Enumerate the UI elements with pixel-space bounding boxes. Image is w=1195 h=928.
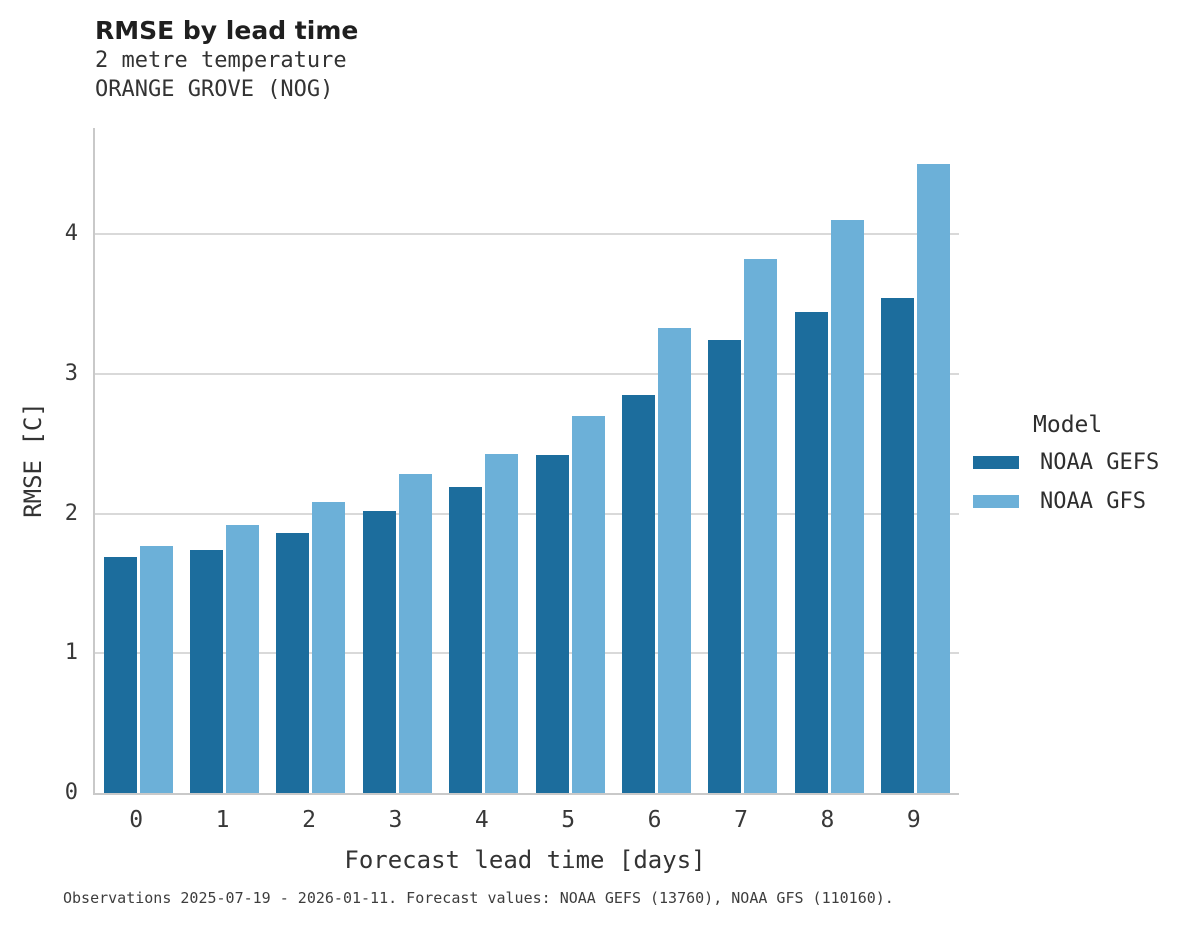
bar-noaa-gefs-7 — [708, 340, 742, 793]
bar-noaa-gfs-8 — [830, 220, 864, 793]
bar-group-2 — [268, 128, 354, 793]
chart-subtitle-station: ORANGE GROVE (NOG) — [95, 77, 334, 102]
x-tick-7: 7 — [734, 807, 748, 833]
bar-noaa-gfs-0 — [139, 545, 173, 793]
y-tick-3: 3 — [64, 360, 78, 386]
bar-noaa-gefs-2 — [276, 533, 310, 793]
gridline-y-4 — [95, 233, 959, 236]
bar-noaa-gefs-3 — [362, 510, 396, 793]
bar-noaa-gfs-1 — [226, 524, 260, 793]
bar-noaa-gfs-5 — [571, 415, 605, 793]
bar-noaa-gfs-3 — [398, 474, 432, 793]
bar-noaa-gefs-1 — [190, 549, 224, 793]
chart-header: RMSE by lead time 2 metre temperature OR… — [95, 16, 358, 104]
bar-noaa-gefs-6 — [622, 394, 656, 793]
bar-noaa-gefs-0 — [103, 556, 137, 793]
chart-title: RMSE by lead time — [95, 16, 359, 45]
bar-group-0 — [95, 128, 181, 793]
x-tick-9: 9 — [906, 807, 921, 833]
legend-item-noaa-gefs: NOAA GEFS — [973, 450, 1159, 475]
bar-noaa-gefs-5 — [535, 454, 569, 793]
x-tick-4: 4 — [474, 807, 489, 833]
x-tick-8: 8 — [820, 807, 835, 833]
bar-noaa-gfs-2 — [312, 502, 346, 793]
bar-noaa-gfs-4 — [485, 453, 519, 793]
legend-item-noaa-gfs: NOAA GFS — [973, 489, 1159, 514]
gridline-y-1 — [95, 652, 959, 655]
bar-group-5 — [527, 128, 613, 793]
gridline-y-2 — [95, 512, 959, 515]
x-tick-5: 5 — [561, 807, 576, 833]
y-tick-0: 0 — [64, 780, 78, 805]
legend-swatch-noaa-gfs — [973, 495, 1019, 508]
y-tick-1: 1 — [64, 640, 78, 666]
x-tick-0: 0 — [129, 807, 144, 833]
bar-group-9 — [873, 128, 959, 793]
bar-noaa-gfs-6 — [658, 327, 692, 793]
x-tick-2: 2 — [302, 807, 316, 833]
bar-noaa-gefs-8 — [794, 312, 828, 793]
legend: Model NOAA GEFS NOAA GFS — [973, 412, 1159, 528]
legend-swatch-noaa-gefs — [973, 456, 1019, 469]
footer-caption: Observations 2025-07-19 - 2026-01-11. Fo… — [63, 889, 894, 907]
bar-noaa-gefs-4 — [449, 487, 483, 793]
bar-noaa-gefs-9 — [881, 298, 915, 793]
y-tick-4: 4 — [64, 221, 78, 247]
legend-label-noaa-gefs: NOAA GEFS — [1040, 450, 1160, 475]
y-tick-2: 2 — [64, 500, 78, 526]
bar-group-4 — [441, 128, 527, 793]
x-tick-3: 3 — [388, 807, 403, 833]
legend-label-noaa-gfs: NOAA GFS — [1040, 489, 1146, 514]
bar-group-7 — [700, 128, 786, 793]
bar-group-1 — [181, 128, 267, 793]
legend-title: Model — [1033, 412, 1103, 438]
x-tick-1: 1 — [215, 807, 230, 833]
chart-subtitle-variable: 2 metre temperature — [95, 48, 347, 73]
x-tick-6: 6 — [647, 807, 662, 833]
bar-group-3 — [354, 128, 440, 793]
bar-noaa-gfs-9 — [917, 164, 951, 793]
plot-area — [93, 128, 959, 795]
bar-noaa-gfs-7 — [744, 259, 778, 793]
bar-group-6 — [613, 128, 699, 793]
gridline-y-3 — [95, 372, 959, 375]
bar-group-8 — [786, 128, 872, 793]
x-axis-label: Forecast lead time [days] — [344, 846, 706, 874]
